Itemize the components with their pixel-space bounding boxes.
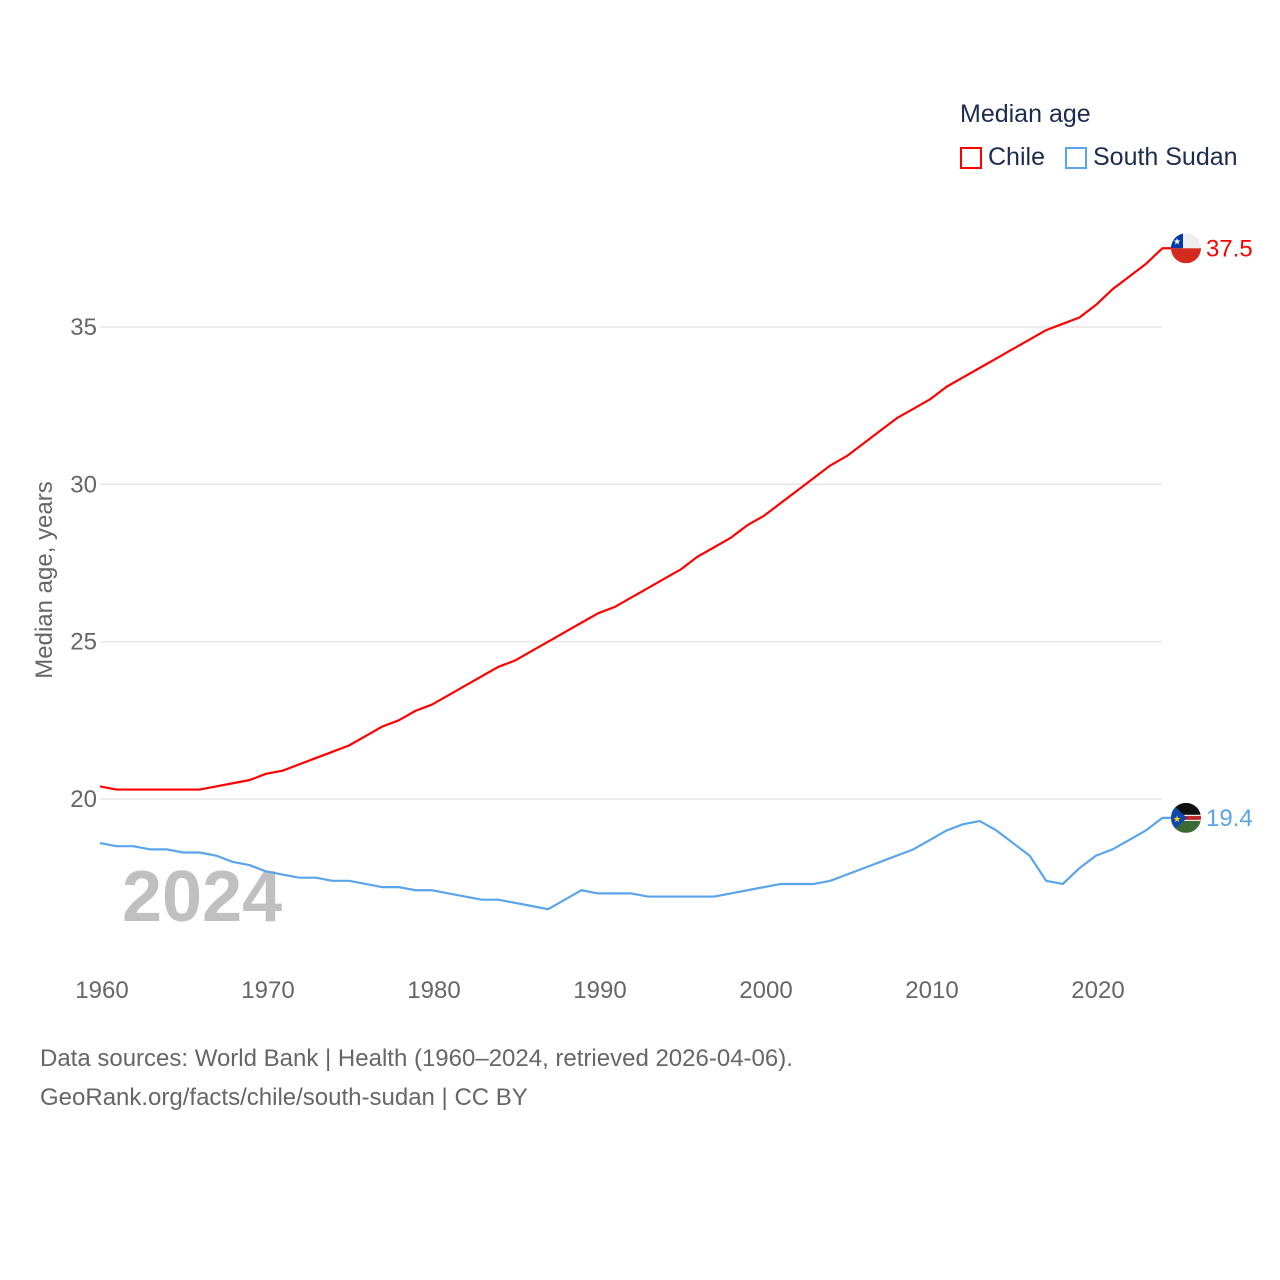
y-tick-label: 35 [70, 314, 97, 341]
south-sudan-flag-icon: ★ [1171, 802, 1201, 833]
series-line-chile [99, 247, 1172, 791]
y-axis-label: Median age, years [31, 481, 58, 678]
series-line-south-sudan [99, 816, 1172, 911]
end-value-label: 37.5 [1206, 235, 1253, 262]
legend: Chile South Sudan [960, 143, 1238, 172]
legend-title: Median age [960, 100, 1091, 128]
flag-star: ★ [1173, 814, 1181, 824]
x-tick-label: 1990 [573, 977, 626, 1004]
year-watermark: 2024 [122, 857, 282, 937]
flag-red [1171, 248, 1201, 264]
flag-star: ★ [1173, 236, 1181, 246]
y-tick-label: 20 [70, 786, 97, 813]
x-tick-label: 1980 [407, 977, 460, 1004]
legend-item-south-sudan[interactable]: South Sudan [1064, 143, 1238, 172]
x-tick-label: 1970 [241, 977, 294, 1004]
x-tick-label: 1960 [75, 977, 128, 1004]
x-tick-label: 2020 [1071, 977, 1124, 1004]
x-tick-label: 2010 [905, 977, 958, 1004]
legend-label: South Sudan [1092, 143, 1238, 171]
chile-flag-icon: ★ [1171, 233, 1201, 264]
footer-attribution: GeoRank.org/facts/chile/south-sudan | CC… [40, 1084, 528, 1111]
flag-body: ★ [1171, 233, 1201, 264]
y-tick-label: 25 [70, 629, 97, 656]
footer-sources: Data sources: World Bank | Health (1960–… [40, 1045, 793, 1072]
legend-label: Chile [988, 143, 1045, 171]
x-tick-label: 2000 [739, 977, 792, 1004]
legend-swatch [1064, 146, 1087, 169]
flag-triangle [1171, 802, 1187, 833]
legend-item-chile[interactable]: Chile [960, 143, 1045, 172]
y-tick-label: 30 [70, 471, 97, 498]
end-value-label: 19.4 [1206, 805, 1253, 832]
flag-body: ★ [1171, 802, 1201, 833]
legend-swatch [960, 146, 982, 169]
